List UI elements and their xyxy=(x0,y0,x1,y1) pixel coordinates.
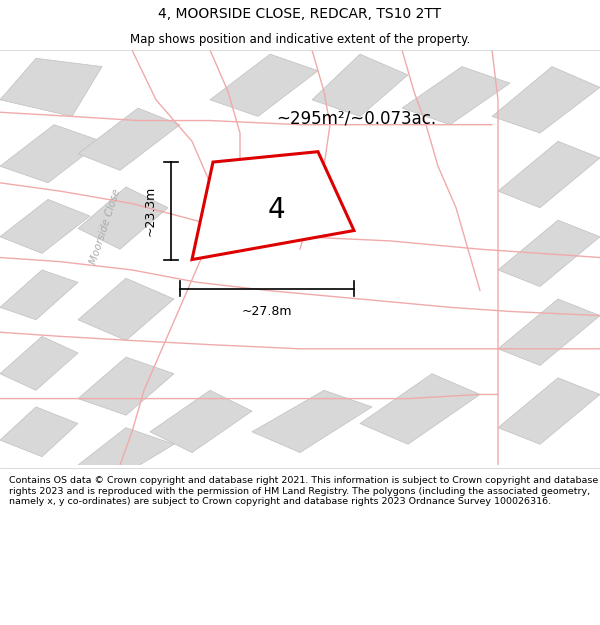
Polygon shape xyxy=(0,270,78,320)
Polygon shape xyxy=(0,199,90,253)
Text: ~23.3m: ~23.3m xyxy=(143,186,157,236)
Polygon shape xyxy=(492,67,600,133)
Text: ~295m²/~0.073ac.: ~295m²/~0.073ac. xyxy=(276,109,436,128)
Text: 4, MOORSIDE CLOSE, REDCAR, TS10 2TT: 4, MOORSIDE CLOSE, REDCAR, TS10 2TT xyxy=(158,7,442,21)
Text: ~27.8m: ~27.8m xyxy=(242,305,292,318)
Polygon shape xyxy=(498,378,600,444)
Polygon shape xyxy=(360,374,480,444)
Polygon shape xyxy=(0,58,102,116)
Polygon shape xyxy=(402,67,510,125)
Polygon shape xyxy=(78,108,180,171)
Polygon shape xyxy=(78,428,174,473)
Text: Contains OS data © Crown copyright and database right 2021. This information is : Contains OS data © Crown copyright and d… xyxy=(9,476,598,506)
Polygon shape xyxy=(210,54,318,116)
Polygon shape xyxy=(78,357,174,415)
Polygon shape xyxy=(0,336,78,390)
Polygon shape xyxy=(78,187,168,249)
Polygon shape xyxy=(252,390,372,452)
Polygon shape xyxy=(498,220,600,286)
Text: 4: 4 xyxy=(267,196,285,224)
Polygon shape xyxy=(0,407,78,457)
Polygon shape xyxy=(78,278,174,341)
Polygon shape xyxy=(192,152,354,259)
Polygon shape xyxy=(150,390,252,452)
Polygon shape xyxy=(312,54,408,116)
Text: Map shows position and indicative extent of the property.: Map shows position and indicative extent… xyxy=(130,32,470,46)
Polygon shape xyxy=(498,299,600,366)
Polygon shape xyxy=(0,125,102,182)
Text: Moorside Close: Moorside Close xyxy=(88,188,122,266)
Polygon shape xyxy=(498,141,600,208)
